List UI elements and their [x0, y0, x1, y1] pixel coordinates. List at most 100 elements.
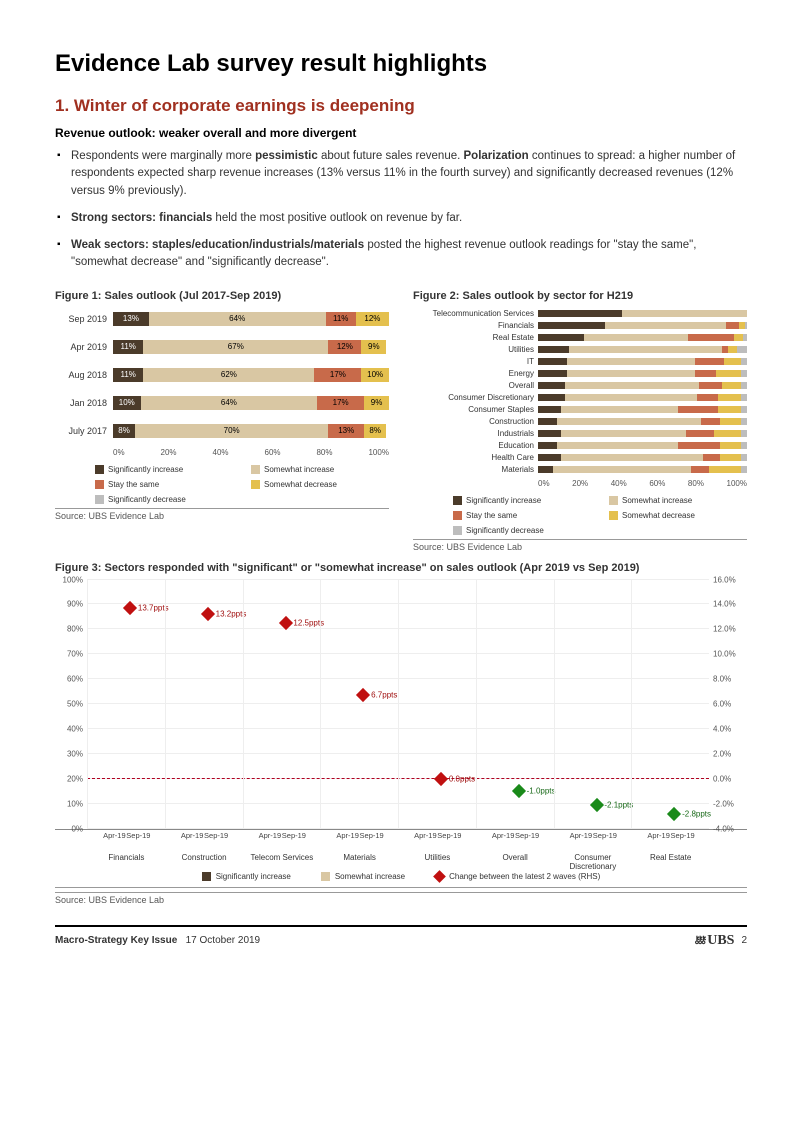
- slim-segment: [557, 418, 701, 425]
- slim-segment: [703, 454, 720, 461]
- sector-label: Materials: [321, 853, 398, 862]
- figure-3-chart: 0%10%20%30%40%50%60%70%80%90%100% Apr-19…: [55, 580, 747, 830]
- slim-row: Education: [413, 440, 747, 451]
- hbar-row: Apr 201911%67%12%9%: [55, 336, 389, 358]
- slim-segment: [565, 394, 697, 401]
- slim-track: [538, 322, 747, 329]
- legend-label: Significantly decrease: [108, 495, 186, 504]
- slim-track: [538, 334, 747, 341]
- page-title: Evidence Lab survey result highlights: [55, 50, 747, 78]
- slim-row: Consumer Discretionary: [413, 392, 747, 403]
- slim-segment: [538, 370, 567, 377]
- legend-item: Somewhat increase: [609, 496, 747, 505]
- slim-label: Industrials: [413, 429, 538, 438]
- slim-segment: [741, 466, 747, 473]
- sector-group: Apr-19Sep-19Construction13.2ppts: [165, 580, 243, 829]
- slim-segment: [743, 334, 747, 341]
- hbar-segment: 67%: [143, 340, 328, 354]
- x-tick: 60%: [265, 448, 281, 457]
- legend-label: Somewhat decrease: [622, 511, 695, 520]
- y-tick-right: 14.0%: [713, 600, 736, 609]
- slim-segment: [567, 358, 694, 365]
- slim-segment: [678, 442, 720, 449]
- x-tick: 40%: [611, 479, 627, 488]
- figure-2: Figure 2: Sales outlook by sector for H2…: [413, 290, 747, 552]
- bar-pair: Apr-19Sep-19: [555, 580, 632, 829]
- figure-1: Figure 1: Sales outlook (Jul 2017-Sep 20…: [55, 290, 389, 552]
- slim-label: Financials: [413, 321, 538, 330]
- slim-segment: [688, 334, 734, 341]
- legend-label: Significantly decrease: [466, 526, 544, 535]
- hbar-row: Sep 201913%64%11%12%: [55, 308, 389, 330]
- slim-label: Construction: [413, 417, 538, 426]
- change-label: 6.7ppts: [371, 691, 397, 700]
- sector-group: Apr-19Sep-19Utilities0.0ppts: [398, 580, 476, 829]
- legend-swatch: [95, 480, 104, 489]
- figure-1-chart: Sep 201913%64%11%12%Apr 201911%67%12%9%A…: [55, 308, 389, 442]
- vbar-period-label: Sep-19: [512, 832, 542, 840]
- hbar-segment: 8%: [113, 424, 135, 438]
- legend-swatch: [251, 465, 260, 474]
- slim-label: Overall: [413, 381, 538, 390]
- slim-segment: [565, 382, 699, 389]
- hbar-segment: 13%: [113, 312, 149, 326]
- legend-item: Somewhat increase: [251, 465, 389, 474]
- slim-label: Health Care: [413, 453, 538, 462]
- slim-segment: [695, 358, 724, 365]
- slim-segment: [538, 310, 622, 317]
- slim-row: Health Care: [413, 452, 747, 463]
- brand-text: UBS: [707, 933, 734, 949]
- bar-pair: Apr-19Sep-19: [399, 580, 476, 829]
- y-tick-left: 90%: [67, 600, 83, 609]
- slim-segment: [701, 418, 720, 425]
- slim-row: Utilities: [413, 344, 747, 355]
- x-tick: 60%: [649, 479, 665, 488]
- figure-2-legend: Significantly increaseSomewhat increaseS…: [453, 496, 747, 535]
- slim-row: Real Estate: [413, 332, 747, 343]
- slim-segment: [686, 430, 713, 437]
- vbar-period-label: Sep-19: [434, 832, 464, 840]
- hbar-track: 11%62%17%10%: [113, 368, 389, 382]
- sector-label: Consumer Discretionary: [555, 853, 632, 871]
- slim-segment: [538, 322, 605, 329]
- figure-3: Figure 3: Sectors responded with "signif…: [55, 562, 747, 905]
- legend-label: Stay the same: [466, 511, 517, 520]
- y-tick-left: 70%: [67, 650, 83, 659]
- slim-segment: [720, 442, 741, 449]
- y-tick-right: -2.0%: [713, 799, 734, 808]
- slim-segment: [561, 406, 678, 413]
- legend-swatch: [453, 526, 462, 535]
- slim-label: Utilities: [413, 345, 538, 354]
- slim-segment: [538, 418, 557, 425]
- hbar-segment: 11%: [326, 312, 356, 326]
- bar-pair: Apr-19Sep-19: [321, 580, 398, 829]
- slim-row: Energy: [413, 368, 747, 379]
- legend-item: Stay the same: [453, 511, 591, 520]
- y-tick-right: 0.0%: [713, 774, 731, 783]
- legend-swatch: [95, 495, 104, 504]
- slim-track: [538, 442, 747, 449]
- y-tick-right: 16.0%: [713, 575, 736, 584]
- vbar-period-label: Sep-19: [668, 832, 698, 840]
- slim-track: [538, 358, 747, 365]
- slim-segment: [567, 370, 694, 377]
- slim-track: [538, 454, 747, 461]
- hbar-track: 13%64%11%12%: [113, 312, 389, 326]
- slim-track: [538, 406, 747, 413]
- figure-3-legend: Significantly increaseSomewhat increaseC…: [55, 872, 747, 888]
- sector-group: Apr-19Sep-19Overall-1.0ppts: [476, 580, 554, 829]
- slim-row: Materials: [413, 464, 747, 475]
- slim-segment: [720, 454, 741, 461]
- hbar-segment: 13%: [328, 424, 364, 438]
- slim-track: [538, 346, 747, 353]
- vbar-period-label: Sep-19: [357, 832, 387, 840]
- hbar-track: 11%67%12%9%: [113, 340, 389, 354]
- sector-label: Utilities: [399, 853, 476, 862]
- vbar-period-label: Sep-19: [201, 832, 231, 840]
- legend-item: Significantly decrease: [453, 526, 591, 535]
- y-tick-right: 6.0%: [713, 700, 731, 709]
- slim-segment: [538, 442, 557, 449]
- slim-segment: [691, 466, 710, 473]
- bar-pair: Apr-19Sep-19: [244, 580, 321, 829]
- bar-pair: Apr-19Sep-19: [88, 580, 165, 829]
